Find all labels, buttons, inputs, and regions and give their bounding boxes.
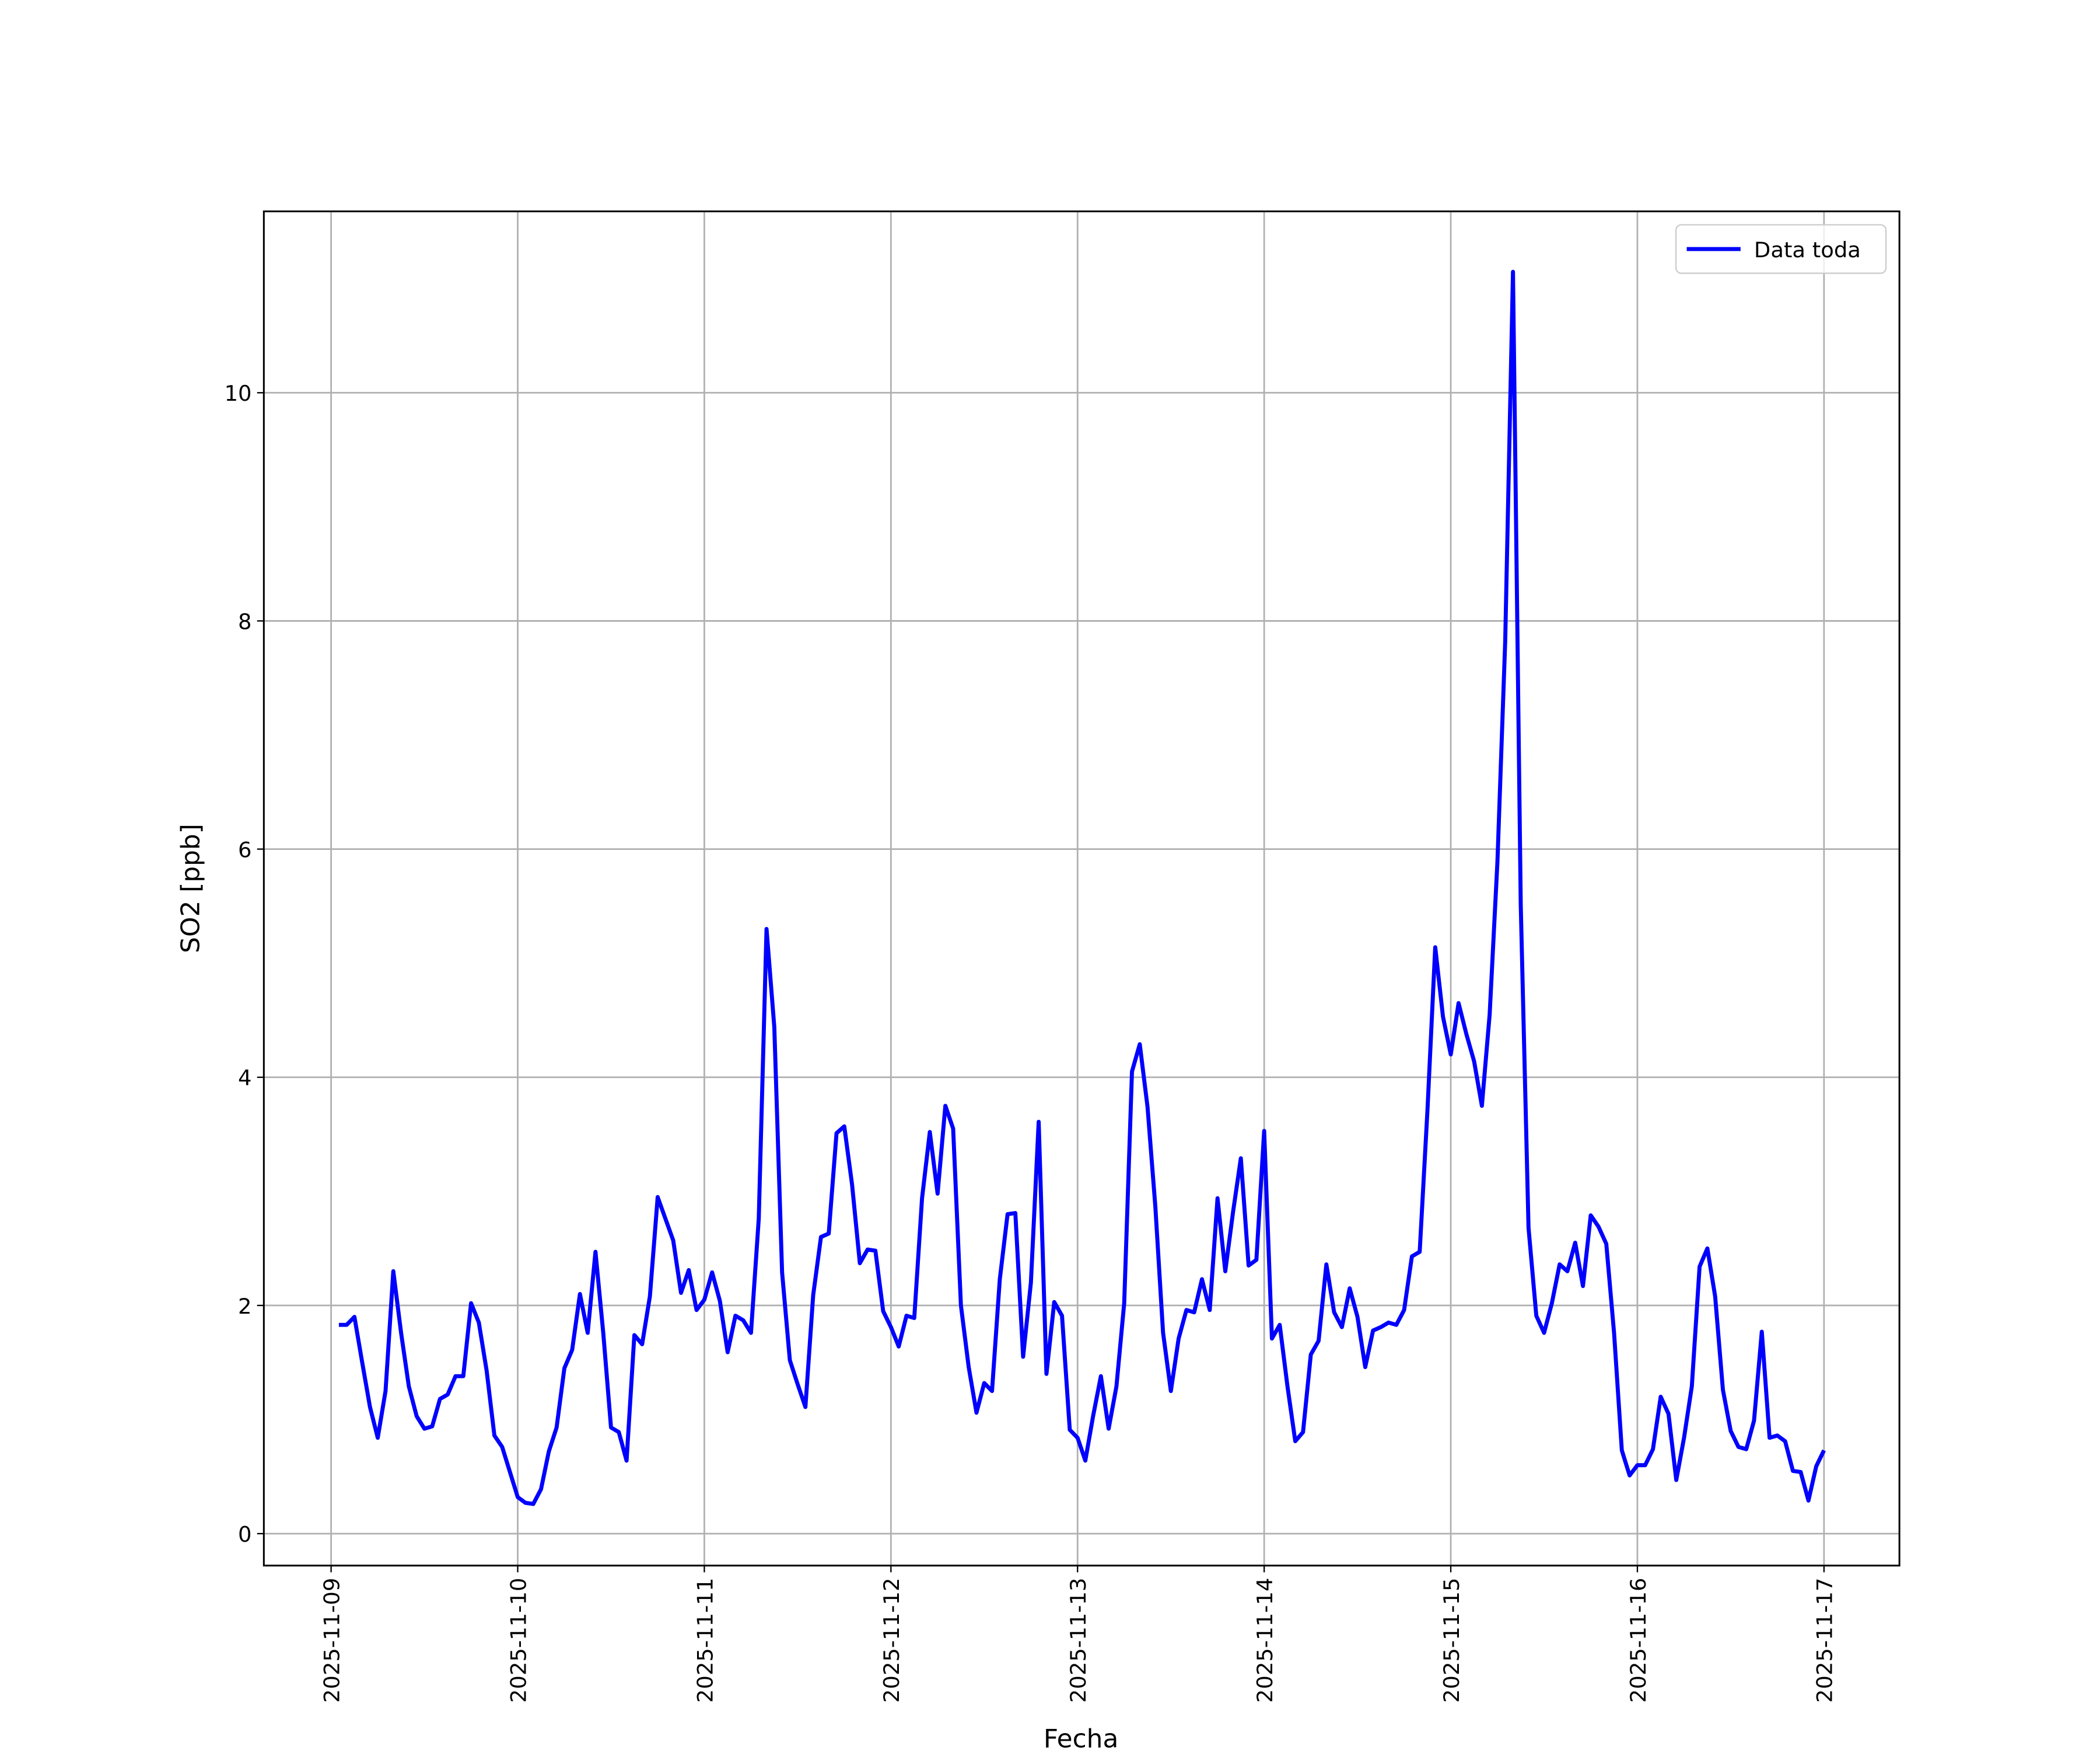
x-tick-label: 2025-11-10	[506, 1578, 531, 1703]
y-tick-label: 0	[238, 1522, 251, 1547]
plot-frame	[262, 210, 1901, 1567]
x-axis-label: Fecha	[1044, 1724, 1119, 1750]
legend-label: Data toda	[1754, 237, 1861, 262]
x-tick-label: 2025-11-15	[1439, 1578, 1464, 1703]
y-tick-label: 10	[225, 381, 252, 406]
data-line	[338, 270, 1826, 1506]
x-tick-label: 2025-11-12	[879, 1578, 904, 1703]
x-tick-label: 2025-11-11	[692, 1578, 718, 1703]
legend-box	[1675, 224, 1887, 274]
x-tick-label: 2025-11-17	[1812, 1578, 1838, 1703]
y-tick-label: 2	[238, 1294, 251, 1319]
x-tick-label: 2025-11-14	[1252, 1578, 1278, 1703]
y-axis-label: SO2 [ppb]	[176, 824, 206, 953]
y-tick-label: 8	[238, 609, 251, 634]
y-tick-label: 4	[238, 1066, 251, 1091]
x-tick-label: 2025-11-09	[319, 1578, 344, 1703]
x-tick-label: 2025-11-13	[1066, 1578, 1091, 1703]
x-tick-label: 2025-11-16	[1626, 1578, 1651, 1703]
y-tick-label: 6	[238, 837, 251, 862]
